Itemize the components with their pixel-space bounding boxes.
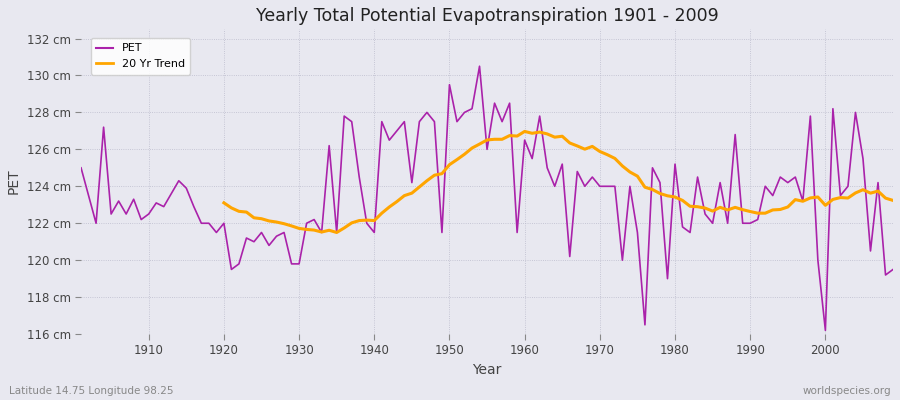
- Y-axis label: PET: PET: [7, 169, 21, 194]
- Text: Latitude 14.75 Longitude 98.25: Latitude 14.75 Longitude 98.25: [9, 386, 174, 396]
- Title: Yearly Total Potential Evapotranspiration 1901 - 2009: Yearly Total Potential Evapotranspiratio…: [256, 7, 718, 25]
- X-axis label: Year: Year: [472, 363, 501, 377]
- Legend: PET, 20 Yr Trend: PET, 20 Yr Trend: [91, 38, 191, 74]
- Text: worldspecies.org: worldspecies.org: [803, 386, 891, 396]
